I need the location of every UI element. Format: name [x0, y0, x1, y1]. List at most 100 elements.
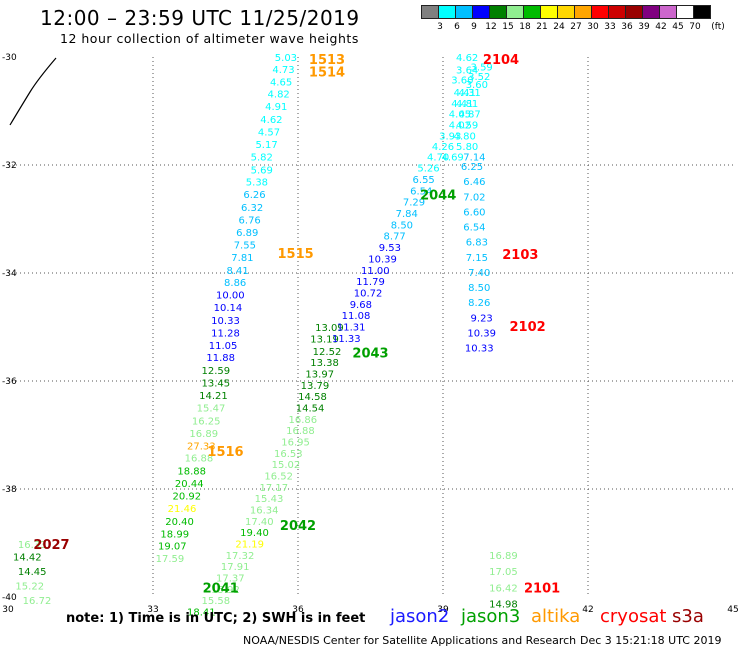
wave-height-value: 4.62 — [260, 115, 282, 126]
legend-label: 36 — [621, 22, 633, 32]
wave-height-value: 13.38 — [310, 358, 339, 369]
lat-tick-label: -40 — [2, 593, 17, 603]
wave-height-value: 17.05 — [489, 567, 518, 578]
wave-height-value: 6.89 — [236, 228, 258, 239]
wave-height-value: 10.33 — [211, 316, 240, 327]
wave-height-value: 21.46 — [168, 504, 197, 515]
wave-height-value: 9.53 — [379, 243, 401, 254]
lon-tick-label: 39 — [437, 605, 449, 615]
wave-height-value: 11.88 — [206, 353, 235, 364]
wave-height-value: 12.59 — [202, 366, 231, 377]
legend-label: 27 — [570, 22, 582, 32]
legend-label: 18 — [519, 22, 531, 32]
wave-height-value: 6.54 — [463, 223, 485, 234]
wave-height-value: 7.29 — [403, 198, 425, 209]
wave-height-value: 3.52 — [468, 72, 490, 83]
wave-height-value: 4.73 — [272, 65, 294, 76]
legend-jason2: jason2 — [390, 606, 450, 627]
coastline — [9, 57, 57, 126]
lat-tick-label: -38 — [2, 485, 17, 495]
wave-height-value: 9.23 — [471, 313, 493, 324]
legend-label: 6 — [454, 22, 460, 32]
wave-height-value: 16.89 — [489, 551, 518, 562]
wave-height-value: 7.40 — [468, 268, 490, 279]
wave-height-value: 4.87 — [458, 110, 480, 121]
legend-s3a: s3a — [672, 606, 704, 627]
wave-height-value: 14.42 — [13, 553, 42, 564]
wave-height-value: 7.55 — [234, 240, 256, 251]
wave-height-value: 7.02 — [463, 192, 485, 203]
legend-altika: altika — [531, 606, 581, 627]
wave-height-value: 13.97 — [305, 369, 334, 380]
pass-time-label: 2103 — [502, 248, 538, 263]
color-scale-legend — [421, 5, 711, 19]
legend-cryosat: cryosat — [600, 606, 667, 627]
lat-tick-label: -30 — [2, 53, 17, 63]
wave-height-value: 11.08 — [342, 311, 371, 322]
wave-height-value: 13.19 — [310, 334, 339, 345]
wave-height-value: 4.70 — [427, 152, 449, 163]
wave-height-value: 12.52 — [313, 347, 342, 358]
legend-label: 33 — [604, 22, 616, 32]
wave-height-value: 18.99 — [160, 529, 189, 540]
wave-height-value: 14.98 — [489, 599, 518, 610]
wave-height-value: 8.77 — [384, 232, 406, 243]
pass-time-label: 1513 — [309, 53, 345, 68]
wave-height-value: 7.81 — [231, 253, 253, 264]
pass-time-label: 2102 — [509, 320, 545, 335]
wave-height-value: 15.02 — [272, 460, 301, 471]
wave-height-value: 10.00 — [216, 291, 245, 302]
wave-height-value: 18.88 — [177, 467, 206, 478]
wave-height-value: 4.05 — [449, 110, 471, 121]
wave-height-value: 4.91 — [265, 102, 287, 113]
wave-height-value: 11.33 — [332, 334, 361, 345]
wave-height-value: 4.41 — [454, 88, 476, 99]
wave-height-value: 17.32 — [226, 551, 255, 562]
wave-height-value: 11.05 — [209, 341, 238, 352]
wave-height-value: 19.07 — [158, 542, 187, 553]
wave-height-value: 18.41 — [187, 608, 216, 619]
wave-height-value: 4.65 — [270, 77, 292, 88]
legend-label: 70 — [689, 22, 701, 32]
wave-height-value: 10.33 — [465, 344, 494, 355]
wave-height-value: 6.32 — [241, 203, 263, 214]
wave-height-value: 16.25 — [192, 416, 221, 427]
wave-height-value: 4.26 — [432, 142, 454, 153]
wave-height-value: 14.58 — [298, 392, 327, 403]
wave-height-value: 4.80 — [454, 131, 476, 142]
pass-time-label: 1515 — [277, 247, 313, 262]
legend-unit: (ft) — [711, 22, 725, 32]
wave-height-value: 8.26 — [468, 298, 490, 309]
lon-tick-label: 33 — [147, 605, 158, 615]
wave-height-value: 6.60 — [463, 207, 485, 218]
wave-height-value: 5.69 — [251, 165, 273, 176]
wave-height-value: 15.43 — [255, 494, 284, 505]
legend-label: 45 — [672, 22, 684, 32]
legend-label: 30 — [587, 22, 599, 32]
wave-height-value: 15.22 — [15, 582, 44, 593]
wave-height-value: 13.45 — [202, 379, 231, 390]
pass-time-label: 2044 — [420, 189, 456, 204]
wave-height-value: 7.84 — [396, 209, 418, 220]
legend-label: 9 — [471, 22, 477, 32]
wave-height-value: 21.19 — [235, 540, 264, 551]
pass-time-label: 2101 — [524, 581, 560, 596]
wave-height-value: 17.17 — [260, 483, 289, 494]
wave-height-value: 8.50 — [468, 283, 490, 294]
wave-height-value: 6.76 — [239, 216, 261, 227]
wave-height-value: 16.89 — [189, 429, 218, 440]
wave-height-value: 4.31 — [458, 88, 480, 99]
wave-height-value: 17.91 — [221, 562, 250, 573]
wave-height-value: 10.14 — [214, 303, 243, 314]
pass-time-label: 2043 — [352, 346, 388, 361]
page-title: 12:00 – 23:59 UTC 11/25/2019 — [40, 6, 360, 30]
wave-height-value: 4.69 — [442, 152, 464, 163]
wave-height-value: 17.59 — [156, 554, 185, 565]
wave-height-value: 20.92 — [173, 491, 202, 502]
wave-height-value: 8.41 — [226, 266, 248, 277]
wave-height-value: 16.95 — [281, 437, 310, 448]
legend-label: 24 — [553, 22, 565, 32]
wave-height-value: 16.88 — [286, 426, 315, 437]
